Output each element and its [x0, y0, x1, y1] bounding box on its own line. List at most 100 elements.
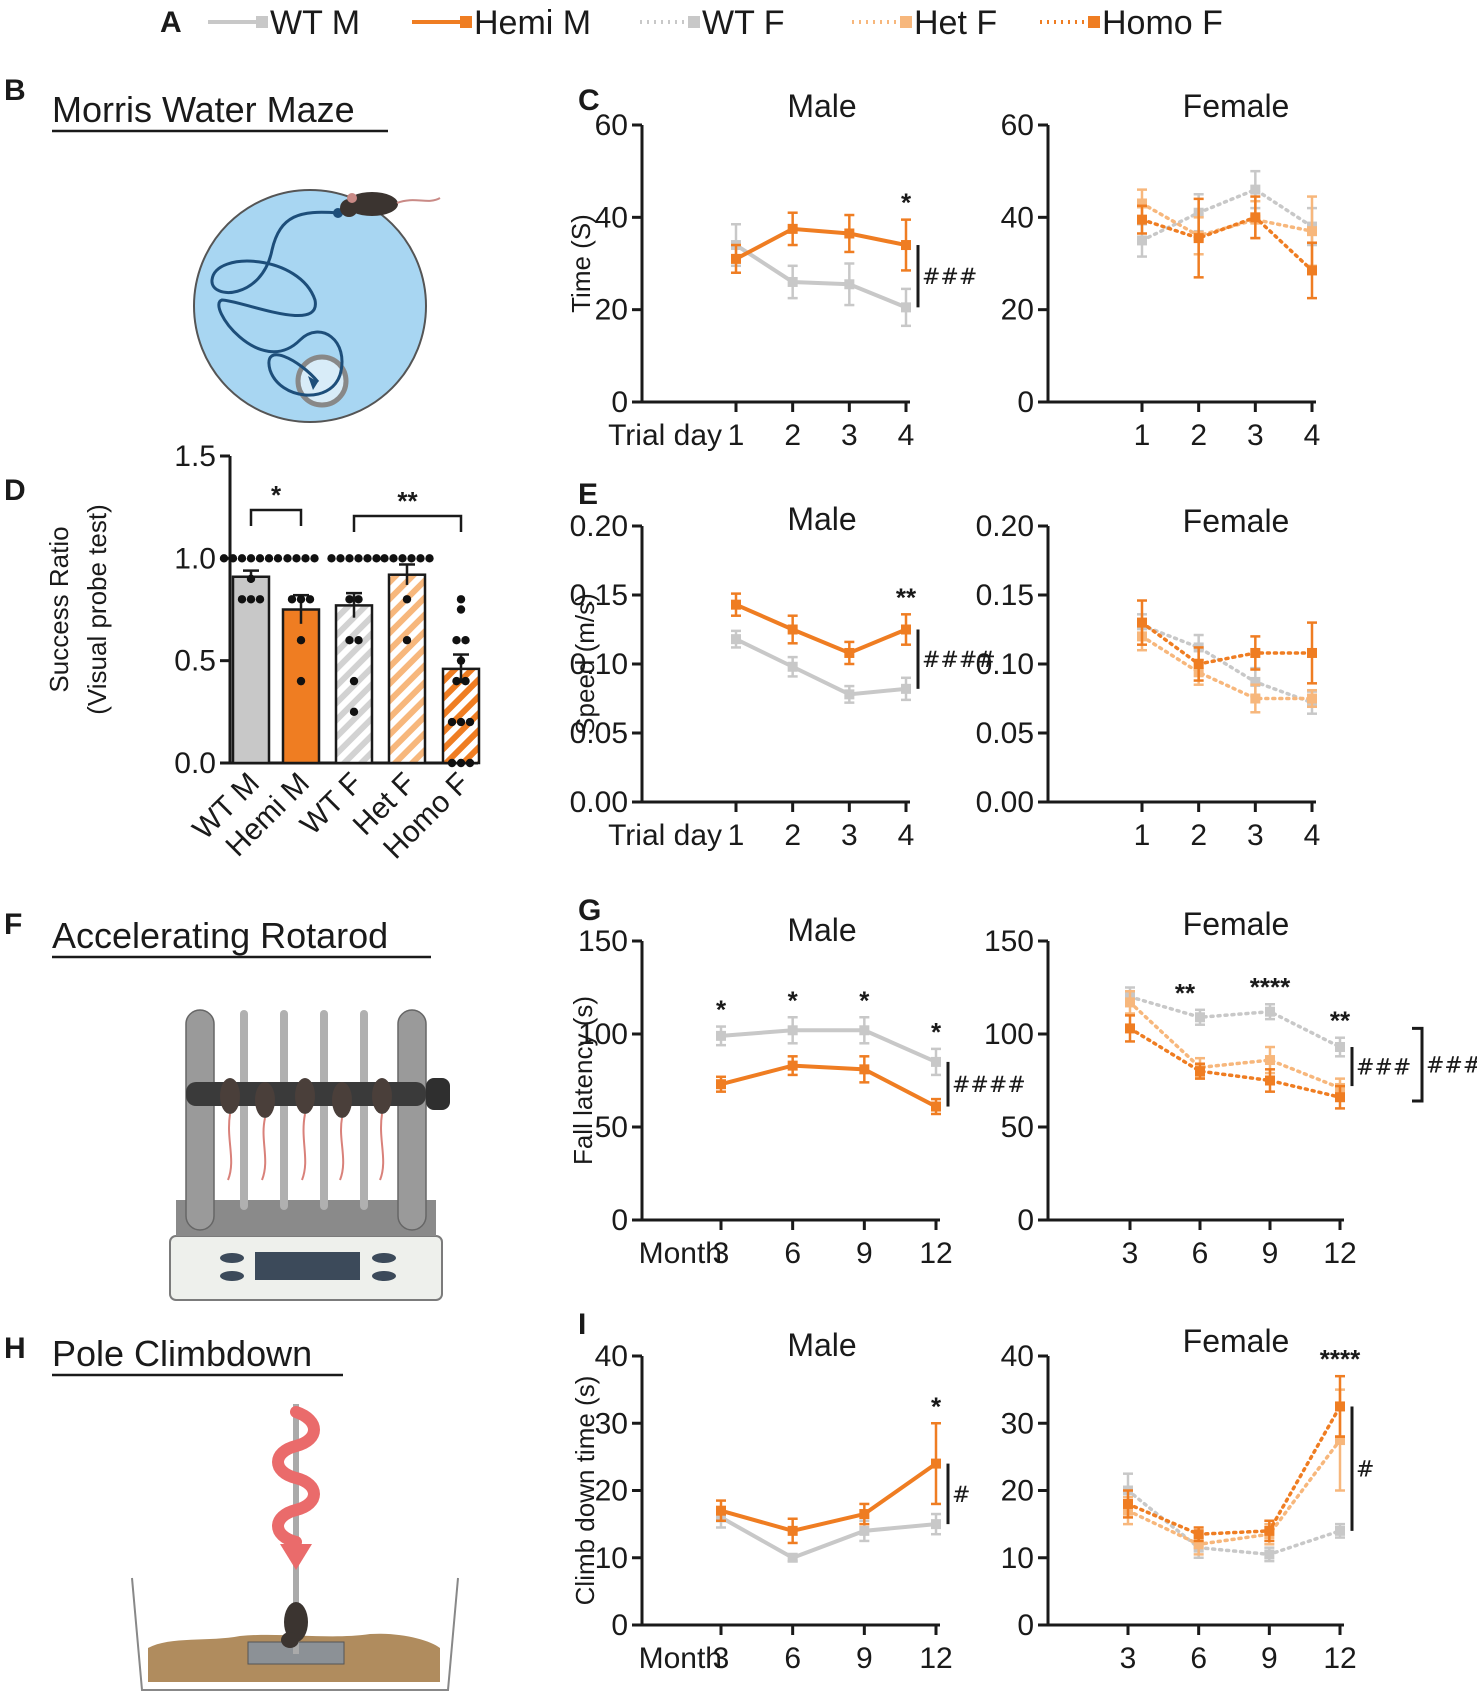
swim-path-icon: [210, 210, 344, 397]
female-y-tick-label: 20: [1001, 1475, 1034, 1508]
series-line-homo-f: [1126, 1404, 1342, 1536]
panel-label-b: B: [4, 74, 26, 107]
male-x-tick-label: 3: [713, 1642, 730, 1675]
bar-point-wt-f: [336, 554, 345, 563]
series-line-homo-f: [1128, 1026, 1342, 1099]
rotarod-mice-icon: [220, 1078, 392, 1118]
bar-point-homo-f: [461, 676, 470, 686]
bar-comparison-bracket: [352, 514, 463, 532]
data-point-homo-f: [1193, 659, 1204, 669]
x-axis-label: Trial day: [608, 819, 722, 852]
male-significance-star: *: [788, 985, 799, 1015]
male-x-tick-label: 2: [784, 419, 801, 452]
data-point-het-f: [1307, 693, 1317, 704]
bar-point-het-f: [389, 554, 398, 563]
male-chart-title: Male: [787, 1327, 856, 1363]
pool-icon: [193, 189, 427, 423]
male-x-tick-label: 3: [841, 419, 858, 452]
data-point-homo-f: [1335, 1401, 1345, 1412]
male-group-effect-label: #: [952, 1483, 970, 1508]
bar-point-homo-f: [452, 676, 461, 686]
bar-point-homo-f: [456, 656, 466, 665]
series-line-wt-f: [1126, 1488, 1342, 1557]
series-line-homo-f: [1140, 215, 1314, 273]
data-point-homo-f: [1265, 1075, 1275, 1086]
pole-climbdown-illustration: Pole Climbdown: [52, 1333, 459, 1691]
female-group-effect-label: #: [1356, 1458, 1374, 1483]
legend-marker-wt-m: [256, 16, 268, 28]
female-x-tick-label: 2: [1190, 419, 1207, 452]
male-y-tick-label: 100: [578, 1018, 628, 1051]
panel-label-c: C: [578, 84, 600, 117]
female-y-tick-label: 0.10: [976, 648, 1034, 681]
male-significance-star: *: [901, 188, 912, 218]
male-y-tick-label: 10: [595, 1542, 628, 1575]
bar-y-tick-label: 1.0: [174, 542, 216, 575]
female-x-tick-label: 6: [1192, 1237, 1209, 1270]
data-point-hemi-m: [844, 647, 855, 658]
bar-comparison-bracket: [249, 508, 303, 526]
bar-point-homo-f: [447, 717, 457, 727]
female-significance-star: ****: [1250, 972, 1291, 1002]
series-line-het-f: [1140, 634, 1314, 701]
male-y-tick-label: 0: [611, 1609, 628, 1642]
legend-marker-homo-f: [1088, 16, 1100, 28]
legend: WT M Hemi M WT F Het F Homo F: [208, 4, 1223, 42]
bar-point-hemi-m: [292, 554, 301, 563]
bar-point-wt-m: [228, 554, 238, 563]
data-point-wt-m: [931, 1056, 941, 1067]
female-y-tick-label: 20: [1001, 294, 1034, 327]
data-point-hemi-m: [787, 1525, 798, 1536]
male-y-tick-label: 0: [611, 386, 628, 419]
female-x-tick-label: 1: [1134, 419, 1151, 452]
bar-point-hemi-m: [296, 636, 306, 645]
bar-point-homo-f: [456, 595, 466, 604]
data-point-hemi-m: [787, 223, 798, 234]
data-point-wt-m: [787, 1025, 798, 1036]
male-chart-title: Male: [787, 88, 856, 124]
male-x-tick-label: 1: [728, 419, 745, 452]
mouse-icon: [340, 192, 441, 217]
y-axis-label: Time (S): [566, 214, 596, 313]
data-point-wt-m: [787, 276, 798, 287]
male-y-tick-label: 150: [578, 925, 628, 958]
series-line-wt-m: [719, 1028, 938, 1064]
data-point-homo-f: [1137, 617, 1147, 628]
female-group-effect-label-2: ####: [1426, 1054, 1477, 1079]
female-x-tick-label: 3: [1120, 1642, 1137, 1675]
series-line-hemi-m: [719, 1461, 938, 1533]
data-point-het-f: [1250, 693, 1261, 704]
male-y-tick-label: 30: [595, 1407, 628, 1440]
bar-point-hemi-m: [310, 554, 319, 563]
female-significance-star: **: [1175, 978, 1196, 1008]
data-point-het-f: [1125, 997, 1135, 1008]
bar-y-axis-label: Success Ratio: [44, 526, 74, 692]
male-x-tick-label: 2: [784, 819, 801, 852]
bar-point-wt-m: [246, 595, 256, 604]
series-line-het-f: [1126, 1438, 1342, 1547]
female-y-tick-label: 40: [1001, 201, 1034, 234]
rotarod-title: Accelerating Rotarod: [52, 915, 388, 956]
bar-point-homo-f: [461, 636, 470, 645]
male-y-tick-label: 0.15: [570, 579, 628, 612]
series-line-wt-f: [1128, 995, 1342, 1049]
female-x-tick-label: 9: [1262, 1237, 1279, 1270]
female-chart-title: Female: [1183, 503, 1290, 539]
male-y-tick-label: 40: [595, 1340, 628, 1373]
male-x-tick-label: 6: [784, 1237, 801, 1270]
male-y-tick-label: 0: [611, 1204, 628, 1237]
data-point-homo-f: [1335, 1092, 1345, 1103]
female-y-tick-label: 30: [1001, 1407, 1034, 1440]
series-line-hemi-m: [719, 1063, 938, 1109]
female-y-tick-label: 0: [1017, 1609, 1034, 1642]
male-x-tick-label: 6: [784, 1642, 801, 1675]
female-x-tick-label: 3: [1247, 819, 1264, 852]
legend-label-wt-f: WT F: [702, 4, 784, 42]
data-point-homo-f: [1250, 212, 1261, 223]
data-point-wt-m: [787, 661, 798, 672]
female-x-tick-label: 9: [1261, 1642, 1278, 1675]
panel-label-a: A: [160, 6, 182, 39]
bar-point-wt-m: [264, 554, 274, 563]
